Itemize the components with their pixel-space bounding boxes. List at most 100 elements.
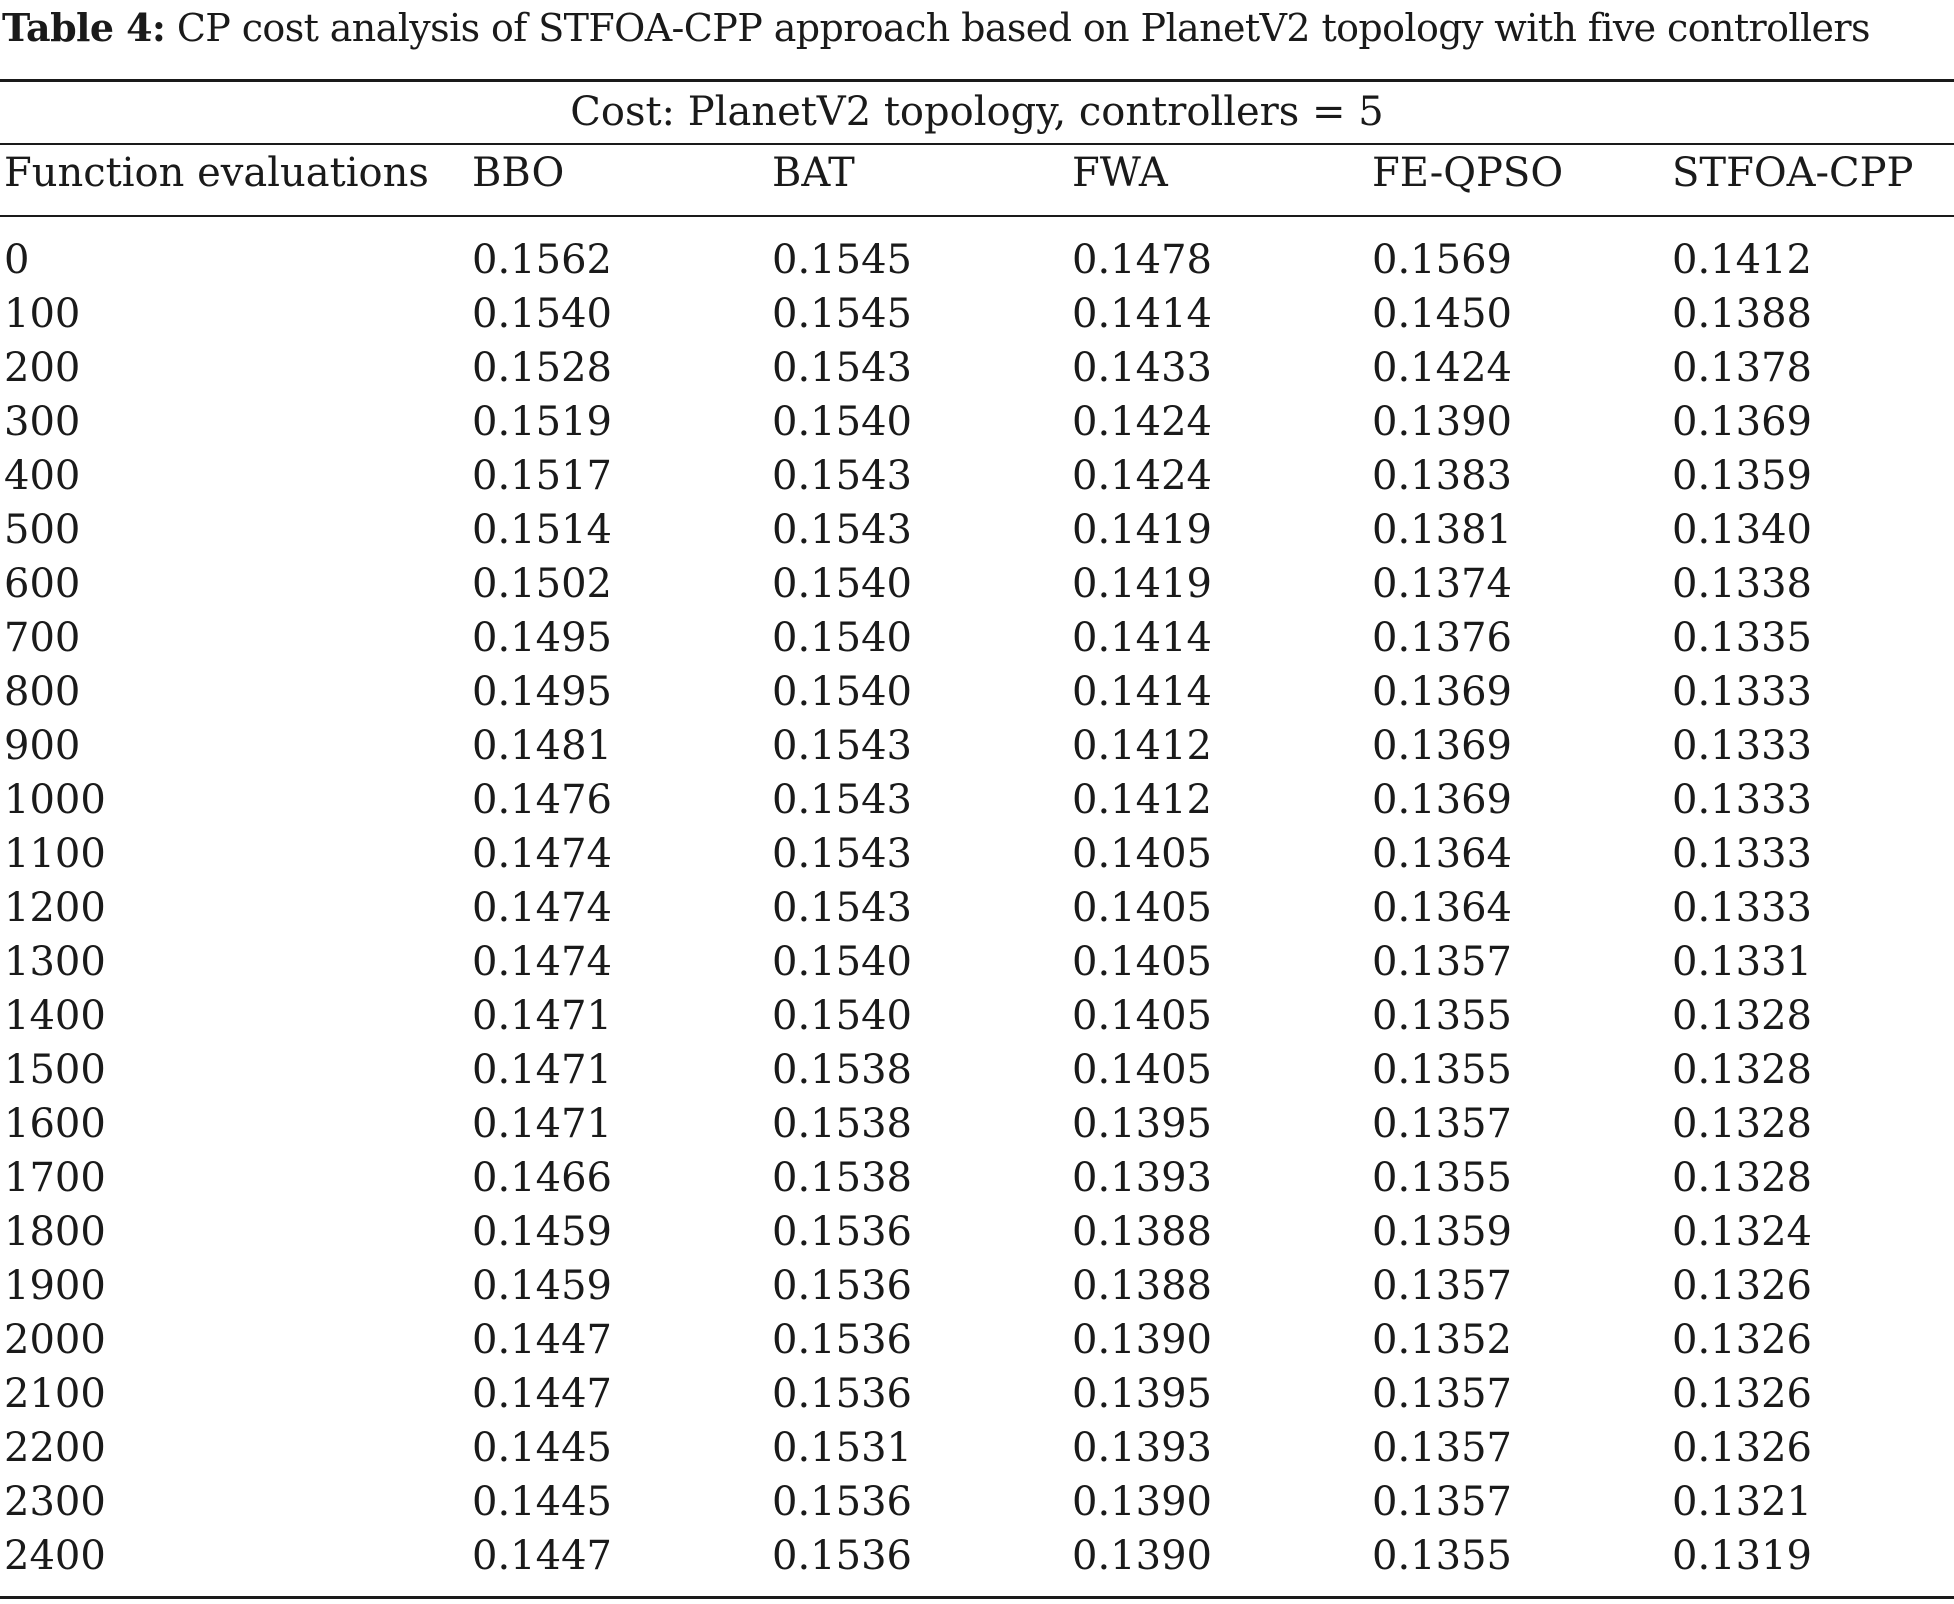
cost-value-cell: 0.1540: [772, 399, 912, 445]
cost-value-cell: 0.1538: [772, 1047, 912, 1093]
cost-value-cell: 0.1369: [1372, 723, 1512, 769]
cost-value-cell: 0.1364: [1372, 885, 1512, 931]
cost-table: Function evaluations BBO BAT FWA FE-QPSO…: [0, 145, 1954, 1583]
function-evaluations-cell: 1300: [4, 939, 106, 985]
column-header: BAT: [772, 150, 855, 196]
cost-value-cell: 0.1388: [1072, 1209, 1212, 1255]
table-caption: Table 4: CP cost analysis of STFOA-CPP a…: [2, 2, 1952, 54]
cost-value-cell: 0.1324: [1672, 1209, 1812, 1255]
cost-value-cell: 0.1514: [472, 507, 612, 553]
cost-value-cell: 0.1569: [1372, 237, 1512, 283]
function-evaluations-cell: 300: [4, 399, 81, 445]
cost-value-cell: 0.1381: [1372, 507, 1512, 553]
column-header: FWA: [1072, 150, 1168, 196]
table-row: 2200 0.1445 0.1531 0.1393 0.1357 0.1326: [0, 1421, 1954, 1475]
cost-value-cell: 0.1459: [472, 1263, 612, 1309]
cost-value-cell: 0.1359: [1372, 1209, 1512, 1255]
cost-value-cell: 0.1328: [1672, 993, 1812, 1039]
function-evaluations-cell: 1100: [4, 831, 106, 877]
cost-value-cell: 0.1445: [472, 1425, 612, 1471]
table-row: 300 0.1519 0.1540 0.1424 0.1390 0.1369: [0, 395, 1954, 449]
function-evaluations-cell: 2000: [4, 1317, 106, 1363]
cost-value-cell: 0.1390: [1072, 1533, 1212, 1579]
cost-value-cell: 0.1531: [772, 1425, 912, 1471]
table-row: 2100 0.1447 0.1536 0.1395 0.1357 0.1326: [0, 1367, 1954, 1421]
function-evaluations-cell: 1400: [4, 993, 106, 1039]
cost-value-cell: 0.1319: [1672, 1533, 1812, 1579]
cost-value-cell: 0.1536: [772, 1263, 912, 1309]
function-evaluations-cell: 1200: [4, 885, 106, 931]
function-evaluations-cell: 100: [4, 291, 81, 337]
cost-value-cell: 0.1412: [1072, 723, 1212, 769]
cost-value-cell: 0.1405: [1072, 939, 1212, 985]
cost-value-cell: 0.1331: [1672, 939, 1812, 985]
table-row: 200 0.1528 0.1543 0.1433 0.1424 0.1378: [0, 341, 1954, 395]
cost-value-cell: 0.1340: [1672, 507, 1812, 553]
function-evaluations-cell: 700: [4, 615, 81, 661]
cost-value-cell: 0.1412: [1672, 237, 1812, 283]
cost-value-cell: 0.1543: [772, 507, 912, 553]
function-evaluations-cell: 1500: [4, 1047, 106, 1093]
cost-value-cell: 0.1414: [1072, 291, 1212, 337]
cost-value-cell: 0.1355: [1372, 1533, 1512, 1579]
cost-value-cell: 0.1502: [472, 561, 612, 607]
header-rule: [0, 215, 1954, 217]
cost-value-cell: 0.1536: [772, 1209, 912, 1255]
table-row: 0 0.1562 0.1545 0.1478 0.1569 0.1412: [0, 215, 1954, 287]
table-row: 1200 0.1474 0.1543 0.1405 0.1364 0.1333: [0, 881, 1954, 935]
cost-value-cell: 0.1395: [1072, 1371, 1212, 1417]
table-row: 1300 0.1474 0.1540 0.1405 0.1357 0.1331: [0, 935, 1954, 989]
function-evaluations-cell: 2200: [4, 1425, 106, 1471]
cost-value-cell: 0.1335: [1672, 615, 1812, 661]
function-evaluations-cell: 1900: [4, 1263, 106, 1309]
table-row: 1600 0.1471 0.1538 0.1395 0.1357 0.1328: [0, 1097, 1954, 1151]
cost-value-cell: 0.1474: [472, 831, 612, 877]
cost-value-cell: 0.1326: [1672, 1263, 1812, 1309]
column-header: FE-QPSO: [1372, 150, 1564, 196]
group-rule: [0, 143, 1954, 145]
cost-value-cell: 0.1545: [772, 291, 912, 337]
cost-value-cell: 0.1481: [472, 723, 612, 769]
cost-value-cell: 0.1393: [1072, 1425, 1212, 1471]
cost-value-cell: 0.1528: [472, 345, 612, 391]
cost-value-cell: 0.1495: [472, 615, 612, 661]
cost-value-cell: 0.1333: [1672, 723, 1812, 769]
cost-value-cell: 0.1536: [772, 1533, 912, 1579]
cost-value-cell: 0.1390: [1072, 1317, 1212, 1363]
cost-value-cell: 0.1543: [772, 777, 912, 823]
cost-value-cell: 0.1357: [1372, 1425, 1512, 1471]
column-header: BBO: [472, 150, 565, 196]
table-row: 1400 0.1471 0.1540 0.1405 0.1355 0.1328: [0, 989, 1954, 1043]
cost-value-cell: 0.1328: [1672, 1155, 1812, 1201]
table-body: 0 0.1562 0.1545 0.1478 0.1569 0.1412 100 0.1540…: [0, 215, 1954, 1583]
table-row: 2400 0.1447 0.1536 0.1390 0.1355 0.1319: [0, 1529, 1954, 1583]
cost-value-cell: 0.1357: [1372, 1263, 1512, 1309]
cost-value-cell: 0.1414: [1072, 669, 1212, 715]
table-row: 1500 0.1471 0.1538 0.1405 0.1355 0.1328: [0, 1043, 1954, 1097]
table-row: 1000 0.1476 0.1543 0.1412 0.1369 0.1333: [0, 773, 1954, 827]
function-evaluations-cell: 1700: [4, 1155, 106, 1201]
table-row: 1100 0.1474 0.1543 0.1405 0.1364 0.1333: [0, 827, 1954, 881]
function-evaluations-cell: 600: [4, 561, 81, 607]
cost-value-cell: 0.1388: [1672, 291, 1812, 337]
cost-value-cell: 0.1540: [772, 939, 912, 985]
cost-value-cell: 0.1536: [772, 1371, 912, 1417]
cost-value-cell: 0.1393: [1072, 1155, 1212, 1201]
cost-value-cell: 0.1374: [1372, 561, 1512, 607]
cost-value-cell: 0.1419: [1072, 561, 1212, 607]
caption-label: Table 4:: [2, 5, 166, 50]
cost-value-cell: 0.1424: [1072, 453, 1212, 499]
cost-value-cell: 0.1412: [1072, 777, 1212, 823]
cost-value-cell: 0.1478: [1072, 237, 1212, 283]
table-row: 1700 0.1466 0.1538 0.1393 0.1355 0.1328: [0, 1151, 1954, 1205]
function-evaluations-cell: 0: [4, 237, 30, 283]
cost-value-cell: 0.1357: [1372, 939, 1512, 985]
cost-value-cell: 0.1364: [1372, 831, 1512, 877]
cost-value-cell: 0.1433: [1072, 345, 1212, 391]
cost-value-cell: 0.1471: [472, 993, 612, 1039]
cost-value-cell: 0.1395: [1072, 1101, 1212, 1147]
cost-value-cell: 0.1450: [1372, 291, 1512, 337]
function-evaluations-cell: 200: [4, 345, 81, 391]
function-evaluations-cell: 2300: [4, 1479, 106, 1525]
cost-value-cell: 0.1405: [1072, 993, 1212, 1039]
